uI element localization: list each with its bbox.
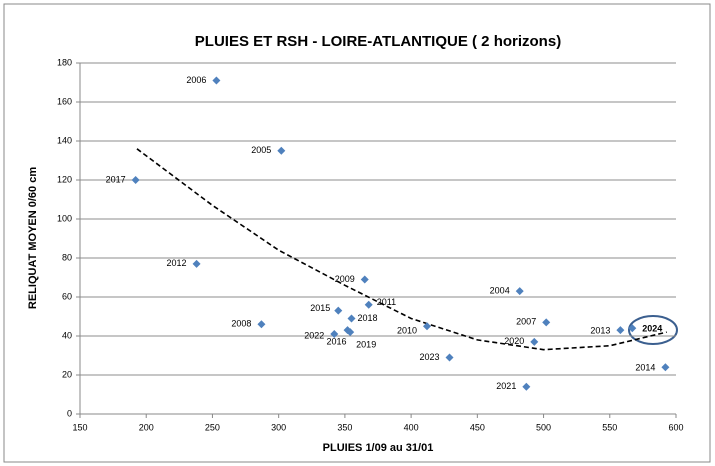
x-tick-label: 450	[470, 422, 485, 432]
y-tick-label: 0	[67, 408, 72, 418]
point	[346, 328, 355, 337]
y-tick-label: 100	[57, 213, 72, 223]
trendline	[136, 148, 667, 351]
x-tick-label: 300	[271, 422, 286, 432]
point	[530, 337, 539, 346]
point	[423, 322, 432, 331]
y-tick-label: 80	[62, 252, 72, 262]
point	[192, 259, 201, 268]
x-tick-label: 550	[602, 422, 617, 432]
point-label: 2008	[231, 319, 251, 329]
point-label: 2024	[642, 324, 662, 334]
point-label: 2017	[106, 174, 126, 184]
point	[616, 326, 625, 335]
point	[360, 275, 369, 284]
y-tick-label: 120	[57, 174, 72, 184]
x-tick-label: 350	[337, 422, 352, 432]
point-label: 2023	[419, 352, 439, 362]
point-label: 2004	[490, 286, 510, 296]
point	[347, 314, 356, 323]
x-tick-label: 500	[536, 422, 551, 432]
x-tick-label: 150	[72, 422, 87, 432]
point	[131, 176, 140, 184]
point-label: 2006	[186, 75, 206, 85]
point	[515, 287, 524, 296]
point-label: 2005	[251, 145, 271, 155]
x-tick-label: 400	[404, 422, 419, 432]
point	[257, 320, 266, 329]
point-label: 2012	[167, 258, 187, 268]
point	[522, 382, 531, 391]
y-tick-label: 160	[57, 96, 72, 106]
y-tick-label: 60	[62, 291, 72, 301]
point-label: 2019	[356, 339, 376, 349]
y-tick-label: 40	[62, 330, 72, 340]
point	[334, 306, 343, 315]
point-label: 2018	[358, 313, 378, 323]
point	[330, 330, 339, 339]
point-label: 2020	[504, 336, 524, 346]
y-tick-label: 140	[57, 135, 72, 145]
point	[212, 76, 221, 85]
point	[628, 324, 637, 333]
point	[542, 318, 551, 327]
highlight-circle	[628, 315, 678, 345]
chart-title: PLUIES ET RSH - LOIRE-ATLANTIQUE ( 2 hor…	[195, 33, 561, 50]
point	[364, 300, 373, 309]
x-axis-title: PLUIES 1/09 au 31/01	[323, 442, 434, 454]
point-label: 2016	[327, 337, 347, 347]
point-label: 2011	[377, 297, 396, 307]
x-tick-label: 600	[668, 422, 683, 432]
chart-border	[3, 3, 711, 463]
x-tick-label: 250	[205, 422, 220, 432]
y-axis-title: RELIQUAT MOYEN 0/60 cm	[27, 167, 39, 309]
point-label: 2010	[397, 326, 417, 336]
y-tick-label: 180	[57, 57, 72, 67]
point-label: 2014	[635, 363, 655, 373]
point-label: 2022	[304, 330, 324, 340]
point-label: 2015	[310, 303, 330, 313]
point-label: 2021	[496, 381, 516, 391]
point	[445, 353, 454, 362]
x-tick-label: 200	[139, 422, 154, 432]
point-label: 2009	[335, 274, 355, 284]
y-tick-label: 20	[62, 369, 72, 379]
point	[661, 363, 670, 372]
point-label: 2007	[516, 317, 536, 327]
point	[277, 146, 286, 155]
point-label: 2013	[590, 326, 610, 336]
